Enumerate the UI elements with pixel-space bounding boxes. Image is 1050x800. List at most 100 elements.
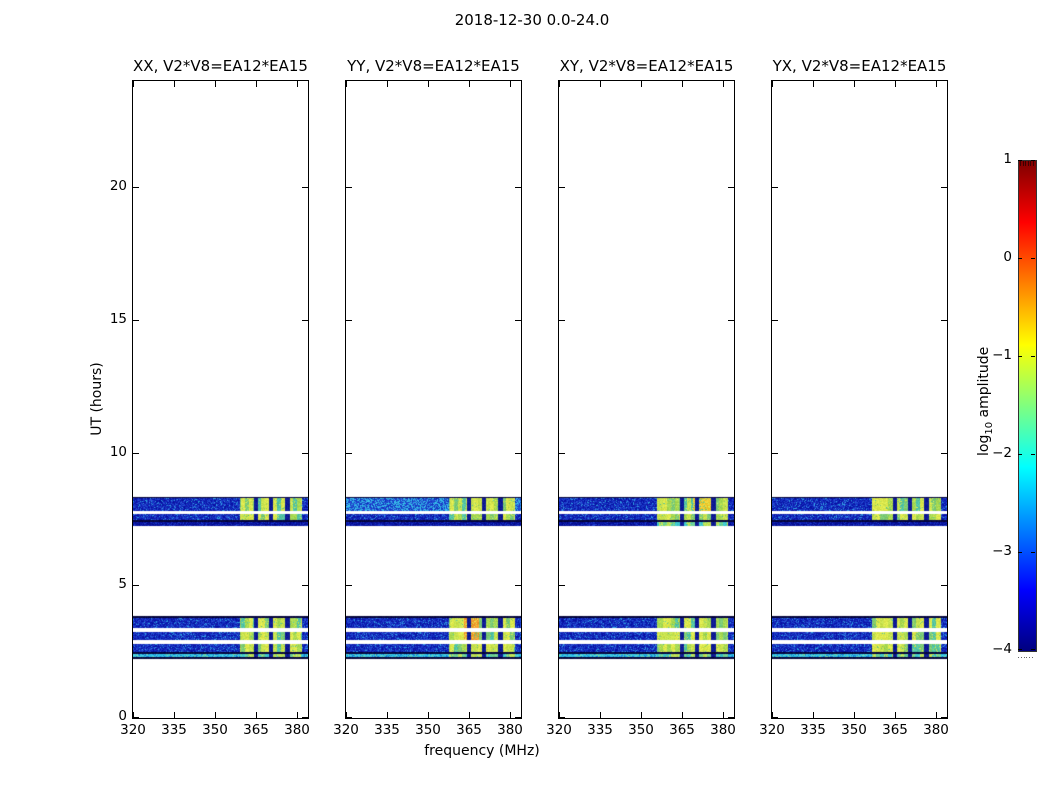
colorbar-hatch	[1027, 161, 1029, 166]
x-tick-label: 380	[497, 722, 523, 738]
colorbar-dot	[1029, 657, 1031, 658]
tick-mark	[302, 585, 308, 586]
tick-mark	[428, 81, 429, 87]
tick-mark	[936, 81, 937, 87]
tick-mark	[895, 712, 896, 718]
tick-mark	[813, 81, 814, 87]
tick-mark	[297, 81, 298, 87]
colorbar-hatch	[1033, 161, 1034, 166]
tick-mark	[515, 717, 521, 718]
tick-mark	[133, 453, 139, 454]
tick-mark	[941, 320, 947, 321]
colorbar-tick-mark	[1031, 649, 1035, 650]
tick-mark	[469, 81, 470, 87]
tick-mark	[346, 453, 352, 454]
tick-mark	[772, 717, 778, 718]
colorbar	[1018, 160, 1037, 652]
x-tick-label: 335	[587, 722, 613, 738]
tick-mark	[772, 320, 778, 321]
colorbar-hatch	[1022, 161, 1024, 166]
colorbar-tick-mark	[1018, 454, 1022, 455]
panel-title-xy: XY, V2*V8=EA12*EA15	[559, 57, 734, 75]
panel-title-yy: YY, V2*V8=EA12*EA15	[347, 57, 520, 75]
tick-mark	[215, 81, 216, 87]
y-tick-label: 15	[109, 311, 127, 327]
tick-mark	[256, 81, 257, 87]
tick-mark	[728, 717, 734, 718]
colorbar-dot	[1020, 657, 1022, 658]
tick-mark	[682, 712, 683, 718]
y-axis-label: UT (hours)	[89, 362, 105, 436]
colorbar-hatch	[1025, 161, 1027, 166]
tick-mark	[302, 187, 308, 188]
tick-mark	[728, 187, 734, 188]
panel-yx	[771, 80, 948, 719]
tick-mark	[133, 320, 139, 321]
tick-mark	[600, 81, 601, 87]
heatmap-canvas-xx	[133, 81, 308, 718]
figure-title: 2018-12-30 0.0-24.0	[454, 11, 610, 29]
tick-mark	[641, 712, 642, 718]
tick-mark	[559, 712, 560, 718]
tick-mark	[469, 712, 470, 718]
tick-mark	[302, 717, 308, 718]
tick-mark	[941, 453, 947, 454]
tick-mark	[387, 81, 388, 87]
tick-mark	[256, 712, 257, 718]
tick-mark	[772, 585, 778, 586]
x-tick-label: 335	[374, 722, 400, 738]
tick-mark	[174, 81, 175, 87]
x-tick-label: 320	[759, 722, 785, 738]
tick-mark	[133, 81, 134, 87]
panel-title-yx: YX, V2*V8=EA12*EA15	[772, 57, 947, 75]
tick-mark	[215, 712, 216, 718]
x-tick-label: 380	[923, 722, 949, 738]
tick-mark	[515, 187, 521, 188]
tick-mark	[941, 717, 947, 718]
panel-xx	[132, 80, 309, 719]
tick-mark	[895, 81, 896, 87]
tick-mark	[133, 717, 139, 718]
tick-mark	[346, 585, 352, 586]
tick-mark	[515, 585, 521, 586]
colorbar-tick-mark	[1031, 454, 1035, 455]
x-tick-label: 380	[710, 722, 736, 738]
tick-mark	[297, 712, 298, 718]
tick-mark	[936, 712, 937, 718]
tick-mark	[346, 320, 352, 321]
tick-mark	[728, 320, 734, 321]
x-tick-label: 365	[882, 722, 908, 738]
tick-mark	[641, 81, 642, 87]
tick-mark	[346, 712, 347, 718]
colorbar-tick-label: −2	[992, 445, 1012, 461]
x-tick-label: 350	[202, 722, 228, 738]
tick-mark	[428, 712, 429, 718]
colorbar-tick-mark	[1018, 258, 1022, 259]
x-tick-label: 365	[456, 722, 482, 738]
x-tick-label: 350	[841, 722, 867, 738]
tick-mark	[559, 717, 565, 718]
heatmap-canvas-yy	[346, 81, 521, 718]
tick-mark	[772, 81, 773, 87]
colorbar-tick-label: 0	[1003, 249, 1012, 265]
tick-mark	[174, 712, 175, 718]
colorbar-dot	[1023, 657, 1025, 658]
tick-mark	[723, 712, 724, 718]
x-tick-label: 320	[546, 722, 572, 738]
tick-mark	[346, 717, 352, 718]
tick-mark	[133, 712, 134, 718]
y-tick-label: 20	[109, 178, 127, 194]
colorbar-tick-mark	[1018, 160, 1022, 161]
tick-mark	[941, 585, 947, 586]
tick-mark	[728, 453, 734, 454]
panel-title-xx: XX, V2*V8=EA12*EA15	[133, 57, 308, 75]
tick-mark	[133, 187, 139, 188]
colorbar-tick-mark	[1018, 649, 1022, 650]
colorbar-tick-label: −1	[992, 347, 1012, 363]
x-tick-label: 365	[243, 722, 269, 738]
x-tick-label: 335	[800, 722, 826, 738]
tick-mark	[559, 187, 565, 188]
tick-mark	[387, 712, 388, 718]
tick-mark	[941, 187, 947, 188]
